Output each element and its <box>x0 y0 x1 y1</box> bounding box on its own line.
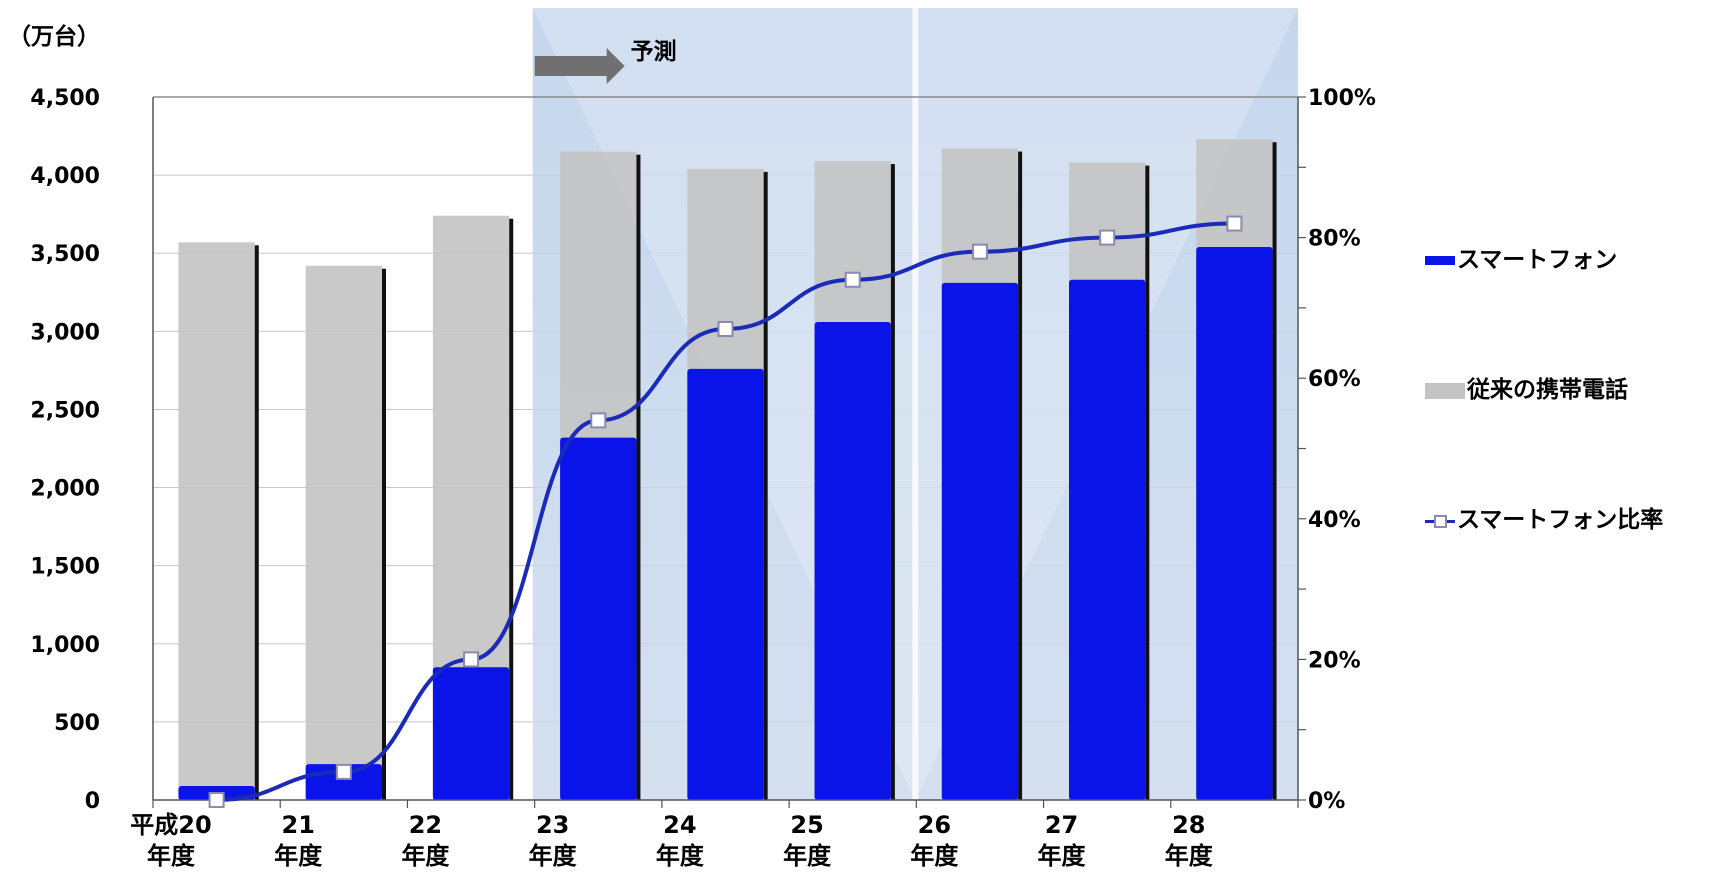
x-tick-label: 27 <box>1045 811 1078 839</box>
x-tick-label: 24 <box>663 811 696 839</box>
legend-label-feature-phone: 従来の携帯電話 <box>1467 377 1628 403</box>
y-right-tick-label: 60% <box>1308 367 1361 392</box>
x-tick-label-unit: 年度 <box>1165 842 1214 870</box>
legend-swatch-smartphone <box>1425 256 1455 265</box>
forecast-region: 予測 <box>532 8 1298 800</box>
y-left-tick-label: 4,500 <box>30 86 100 111</box>
bar-shadow <box>636 154 641 800</box>
x-tick-label-unit: 年度 <box>1038 842 1087 870</box>
ratio-point <box>463 651 480 668</box>
bar-smartphone <box>941 282 1019 801</box>
bar-smartphone <box>1196 246 1273 800</box>
y-left-tick-label: 3,500 <box>30 242 100 267</box>
bar-shadow <box>1018 151 1023 800</box>
bar-smartphone <box>560 437 637 800</box>
x-tick-label-unit: 年度 <box>529 842 578 870</box>
legend-smartphone: スマートフォン <box>1425 240 1617 274</box>
x-tick-label-unit: 年度 <box>401 842 450 870</box>
x-tick-label-unit: 年度 <box>274 842 323 870</box>
x-tick-label-unit: 年度 <box>910 842 959 870</box>
bar-shadow <box>509 218 514 800</box>
forecast-label: 予測 <box>631 39 677 65</box>
x-tick-label: 28 <box>1172 811 1205 839</box>
bar-feature-phone <box>178 242 255 800</box>
x-tick-label: 22 <box>409 811 442 839</box>
ratio-point <box>971 243 988 260</box>
ratio-point <box>1226 215 1243 232</box>
y-left-unit-label: （万台） <box>8 23 100 50</box>
ratio-point <box>335 763 352 780</box>
bar-shadow <box>890 164 895 800</box>
ratio-point <box>844 271 861 288</box>
ratio-line <box>216 221 1235 802</box>
bar-shadow <box>763 171 768 800</box>
y-left-tick-label: 0 <box>85 789 100 814</box>
y-left-tick-label: 4,000 <box>30 164 100 189</box>
x-tick-label-unit: 年度 <box>147 842 196 870</box>
bar-smartphone <box>1069 279 1146 800</box>
y-right-tick-label: 80% <box>1308 227 1361 252</box>
x-tick-label: 26 <box>918 811 951 839</box>
ratio-point <box>717 320 734 337</box>
legend-swatch-feature-phone <box>1425 382 1465 399</box>
legend-feature-phone: 従来の携帯電話 <box>1425 370 1628 404</box>
legend-ratio: スマートフォン比率 <box>1425 500 1663 534</box>
y-left-tick-label: 1,000 <box>30 633 100 658</box>
axes <box>152 96 1306 808</box>
bar-feature-phone <box>305 265 382 801</box>
legend-label-smartphone: スマートフォン <box>1457 247 1618 273</box>
y-left-tick-label: 500 <box>54 711 100 736</box>
legend-label-ratio: スマートフォン比率 <box>1457 507 1664 533</box>
y-left-tick-label: 2,000 <box>30 477 100 502</box>
ratio-point <box>208 792 225 808</box>
y-left-tick-label: 2,500 <box>30 398 100 423</box>
bar-shadow <box>1145 165 1150 800</box>
forecast-divider <box>912 8 919 800</box>
y-right-tick-label: 40% <box>1308 508 1361 533</box>
y-right-tick-label: 20% <box>1308 648 1361 673</box>
y-right-tick-label: 0% <box>1308 789 1345 814</box>
x-tick-label: 25 <box>790 811 823 839</box>
bar-smartphone <box>814 321 891 800</box>
ratio-line-series <box>208 215 1243 808</box>
axis-labels: （万台） 0 500 1,000 1,500 2,000 2,500 3,000 3,500 4,… <box>8 23 1376 870</box>
x-tick-label: 23 <box>536 811 569 839</box>
y-right-tick-label: 100% <box>1308 86 1376 111</box>
bar-shadow <box>1272 142 1277 800</box>
x-tick-label: 21 <box>282 811 315 839</box>
legend-swatch-ratio <box>1425 514 1455 528</box>
x-tick-label: 平成20 <box>130 811 211 839</box>
bar-smartphone <box>687 368 764 800</box>
ratio-point <box>1099 229 1116 246</box>
y-left-tick-label: 1,500 <box>30 555 100 580</box>
forecast-arrow-icon <box>534 48 625 84</box>
bar-shadow <box>382 268 386 801</box>
bar-smartphone <box>432 667 510 800</box>
x-tick-label-unit: 年度 <box>783 842 832 870</box>
x-tick-label-unit: 年度 <box>656 842 705 870</box>
ratio-point <box>590 412 607 429</box>
y-left-tick-label: 3,000 <box>30 320 100 345</box>
bar-shadow <box>254 245 259 800</box>
